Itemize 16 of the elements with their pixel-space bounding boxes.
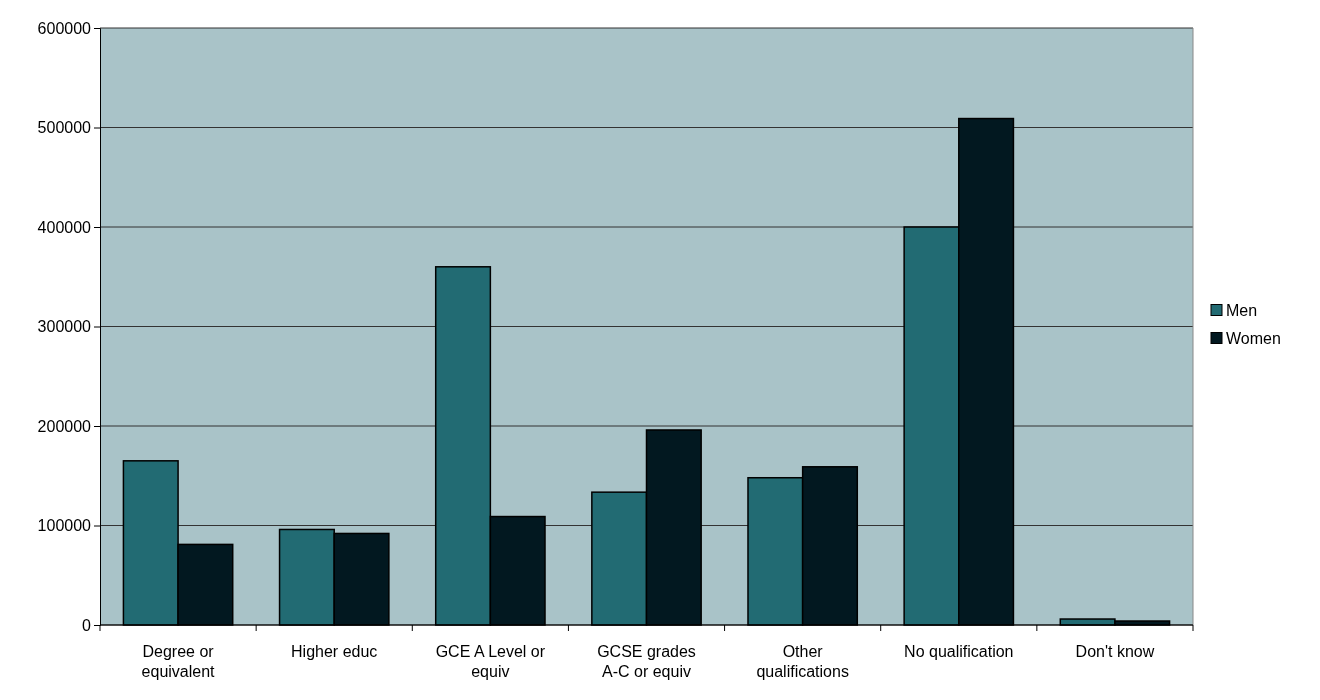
y-tick-label: 600000 — [37, 19, 92, 37]
y-tick-label: 300000 — [37, 318, 92, 336]
y-tick-label: 0 — [82, 616, 92, 634]
x-tick-label: Higher educ — [291, 643, 378, 660]
y-tick-label: 500000 — [37, 119, 92, 137]
x-tick-label: Other qualifications — [756, 643, 849, 680]
legend-label: Men — [1226, 301, 1258, 319]
y-tick-label: 200000 — [37, 417, 92, 435]
legend-label: Women — [1226, 329, 1281, 347]
y-tick-label: 400000 — [37, 218, 92, 236]
x-tick-label: GCSE grades A-C or equiv — [597, 643, 696, 680]
x-tick-label: GCE A Level or equiv — [435, 643, 546, 680]
y-tick-label: 100000 — [37, 517, 92, 535]
x-tick-label: Degree or equivalent — [141, 643, 216, 680]
x-tick-label: No qualification — [904, 643, 1014, 660]
x-tick-label: Don't know — [1075, 643, 1155, 660]
